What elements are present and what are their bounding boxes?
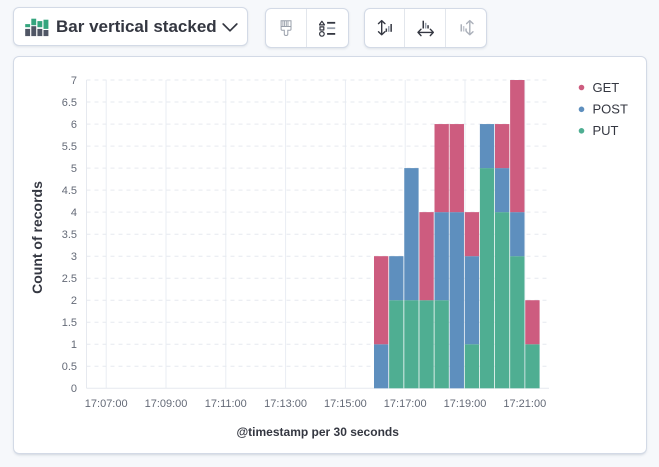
svg-text:17:17:00: 17:17:00 (384, 398, 427, 410)
svg-text:17:19:00: 17:19:00 (444, 398, 487, 410)
svg-text:17:15:00: 17:15:00 (324, 398, 367, 410)
svg-text:0.5: 0.5 (62, 361, 77, 373)
svg-text:GET: GET (593, 80, 620, 95)
svg-text:1.5: 1.5 (62, 317, 77, 329)
svg-text:Count of records: Count of records (29, 181, 45, 294)
svg-text:6: 6 (71, 119, 77, 131)
svg-text:17:07:00: 17:07:00 (85, 398, 128, 410)
svg-text:17:21:00: 17:21:00 (503, 398, 546, 410)
svg-text:4: 4 (71, 207, 77, 219)
svg-text:17:11:00: 17:11:00 (205, 398, 247, 410)
svg-text:@timestamp per 30 seconds: @timestamp per 30 seconds (236, 425, 399, 439)
svg-text:POST: POST (593, 102, 628, 117)
svg-text:17:13:00: 17:13:00 (264, 398, 307, 410)
svg-text:0: 0 (71, 383, 77, 395)
svg-text:3.5: 3.5 (62, 229, 77, 241)
svg-text:2.5: 2.5 (62, 273, 77, 285)
svg-text:1: 1 (71, 339, 77, 351)
svg-text:4.5: 4.5 (62, 185, 77, 197)
svg-text:PUT: PUT (593, 123, 619, 138)
svg-text:6.5: 6.5 (62, 97, 77, 109)
svg-text:3: 3 (71, 251, 77, 263)
svg-text:5: 5 (71, 163, 77, 175)
svg-text:7: 7 (71, 75, 77, 87)
svg-text:17:09:00: 17:09:00 (145, 398, 188, 410)
svg-text:5.5: 5.5 (62, 141, 77, 153)
svg-text:2: 2 (71, 295, 77, 307)
